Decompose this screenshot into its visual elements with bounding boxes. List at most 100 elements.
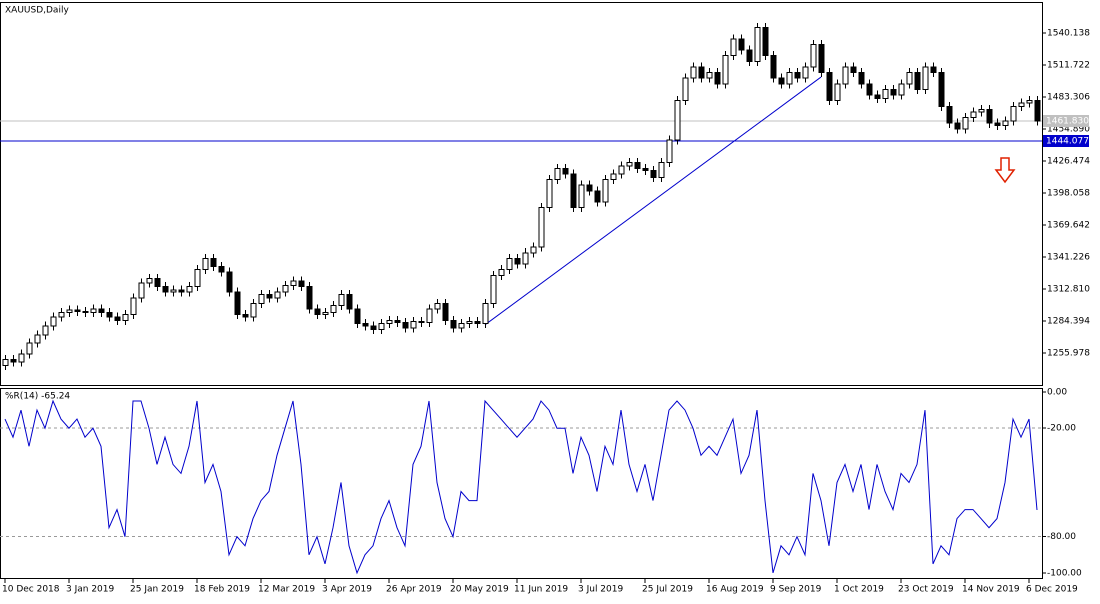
candle-body bbox=[954, 122, 961, 130]
candle-body bbox=[658, 162, 665, 178]
candle-body bbox=[754, 27, 761, 62]
candle-body bbox=[98, 308, 105, 313]
candle-body bbox=[154, 278, 161, 288]
candle-body bbox=[682, 77, 689, 102]
candle-body bbox=[850, 66, 857, 74]
y-tick-label: 1312.810 bbox=[1047, 284, 1090, 294]
trend-line bbox=[484, 76, 822, 326]
candle-body bbox=[386, 319, 393, 325]
main-panel bbox=[0, 2, 1043, 386]
candle-body bbox=[898, 83, 905, 96]
candle-body bbox=[794, 72, 801, 79]
candle-body bbox=[74, 309, 81, 312]
y-tick-label: 1540.138 bbox=[1047, 29, 1090, 39]
candle-body bbox=[786, 72, 793, 85]
candle-body bbox=[802, 66, 809, 79]
candle-body bbox=[34, 334, 41, 344]
y-tick-label: -20.00 bbox=[1047, 424, 1076, 434]
candle-body bbox=[530, 246, 537, 254]
x-tick-label: 12 Mar 2019 bbox=[258, 585, 315, 595]
x-tick-label: 6 Dec 2019 bbox=[1026, 585, 1078, 595]
candle-body bbox=[234, 291, 241, 316]
candle-body bbox=[354, 308, 361, 325]
candle-body bbox=[330, 305, 337, 313]
candle-body bbox=[882, 88, 889, 99]
x-tick-label: 23 Oct 2019 bbox=[898, 585, 954, 595]
y-tick-label: 1426.474 bbox=[1047, 157, 1090, 167]
y-tick-label: 1284.394 bbox=[1047, 316, 1090, 326]
candle-body bbox=[2, 359, 9, 366]
candle-body bbox=[42, 325, 49, 336]
candle-body bbox=[842, 66, 849, 85]
candle-body bbox=[714, 72, 721, 85]
candle-body bbox=[282, 284, 289, 293]
x-tick-label: 25 Jul 2019 bbox=[642, 585, 693, 595]
candle-body bbox=[58, 311, 65, 318]
candle-body bbox=[810, 43, 817, 68]
candle-body bbox=[642, 167, 649, 172]
candle-body bbox=[482, 302, 489, 325]
last-price-label: 1461.830 bbox=[1046, 117, 1089, 127]
candle-body bbox=[866, 83, 873, 96]
candle-body bbox=[306, 286, 313, 310]
candle-body bbox=[994, 122, 1001, 127]
candle-body bbox=[90, 308, 97, 313]
candle-body bbox=[106, 311, 113, 318]
x-tick-label: 1 Oct 2019 bbox=[834, 585, 884, 595]
candle-body bbox=[826, 72, 833, 102]
y-tick-label: 1398.058 bbox=[1047, 189, 1090, 199]
candle-body bbox=[698, 66, 705, 79]
candle-body bbox=[818, 43, 825, 74]
candle-body bbox=[122, 314, 129, 321]
y-tick-label: 1341.226 bbox=[1047, 253, 1090, 263]
candle-body bbox=[298, 280, 305, 288]
candle-body bbox=[506, 257, 513, 271]
candle-body bbox=[978, 109, 985, 113]
candle-body bbox=[690, 66, 697, 79]
indicator-panel bbox=[0, 388, 1043, 579]
candle-body bbox=[474, 320, 481, 325]
candle-body bbox=[202, 257, 209, 271]
x-tick-label: 18 Feb 2019 bbox=[194, 585, 250, 595]
candle-body bbox=[1034, 100, 1041, 122]
y-tick-label: 1483.306 bbox=[1047, 93, 1090, 103]
candle-body bbox=[346, 293, 353, 310]
y-tick-label: 1511.722 bbox=[1047, 61, 1090, 71]
x-tick-label: 14 Nov 2019 bbox=[962, 585, 1020, 595]
candle-body bbox=[18, 353, 25, 363]
candle-body bbox=[722, 55, 729, 85]
candle-body bbox=[162, 286, 169, 293]
x-tick-label: 16 Aug 2019 bbox=[706, 585, 764, 595]
x-tick-label: 3 Apr 2019 bbox=[322, 585, 372, 595]
williams-r-line bbox=[4, 399, 1038, 575]
x-tick-label: 26 Apr 2019 bbox=[386, 585, 442, 595]
candle-body bbox=[314, 308, 321, 316]
candle-body bbox=[1002, 120, 1009, 127]
candle-body bbox=[1018, 102, 1025, 107]
candle-body bbox=[170, 289, 177, 293]
candle-body bbox=[50, 316, 57, 327]
candle-body bbox=[706, 72, 713, 79]
candle-body bbox=[146, 278, 153, 284]
candle-body bbox=[426, 308, 433, 324]
candle-body bbox=[914, 72, 921, 90]
x-tick-label: 3 Jul 2019 bbox=[578, 585, 623, 595]
x-tick-label: 25 Jan 2019 bbox=[130, 585, 184, 595]
candle-body bbox=[890, 88, 897, 96]
candle-body bbox=[858, 72, 865, 85]
x-tick-label: 11 Jun 2019 bbox=[514, 585, 568, 595]
candle-body bbox=[434, 302, 441, 310]
y-tick-label: 1454.890 bbox=[1047, 125, 1090, 135]
candle-body bbox=[522, 252, 529, 265]
candle-body bbox=[178, 289, 185, 293]
candle-body bbox=[490, 274, 497, 304]
candle-body bbox=[554, 167, 561, 181]
candle-body bbox=[970, 111, 977, 119]
y-tick-label: 1255.978 bbox=[1047, 348, 1090, 358]
candle-body bbox=[938, 72, 945, 107]
candle-body bbox=[226, 271, 233, 293]
candle-body bbox=[210, 257, 217, 267]
candle-body bbox=[986, 109, 993, 124]
